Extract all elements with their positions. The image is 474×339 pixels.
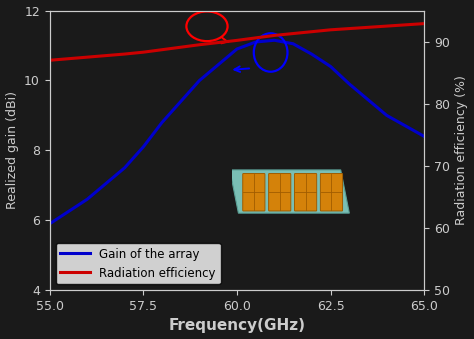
Gain of the array bbox=[197, 78, 202, 82]
Gain of the array bbox=[253, 40, 258, 44]
FancyBboxPatch shape bbox=[294, 174, 317, 211]
Gain of the array bbox=[384, 113, 390, 117]
Gain of the array bbox=[346, 82, 352, 86]
FancyBboxPatch shape bbox=[269, 174, 291, 211]
Gain of the array bbox=[290, 42, 296, 46]
Radiation efficiency bbox=[234, 38, 240, 42]
Legend: Gain of the array, Radiation efficiency: Gain of the array, Radiation efficiency bbox=[55, 243, 220, 284]
Polygon shape bbox=[230, 170, 349, 213]
Gain of the array bbox=[84, 197, 90, 201]
Radiation efficiency bbox=[122, 52, 128, 56]
Gain of the array bbox=[122, 166, 128, 170]
Radiation efficiency bbox=[346, 26, 352, 31]
Radiation efficiency bbox=[47, 58, 53, 62]
Line: Radiation efficiency: Radiation efficiency bbox=[50, 24, 424, 60]
FancyBboxPatch shape bbox=[320, 174, 343, 211]
Radiation efficiency bbox=[84, 55, 90, 59]
Radiation efficiency bbox=[197, 43, 202, 47]
Gain of the array bbox=[421, 134, 427, 138]
Radiation efficiency bbox=[159, 48, 165, 52]
Gain of the array bbox=[140, 145, 146, 149]
FancyBboxPatch shape bbox=[243, 174, 265, 211]
Gain of the array bbox=[328, 64, 333, 68]
Y-axis label: Realized gain (dBi): Realized gain (dBi) bbox=[6, 92, 18, 210]
Radiation efficiency bbox=[272, 33, 277, 37]
Radiation efficiency bbox=[140, 50, 146, 54]
Radiation efficiency bbox=[290, 32, 296, 36]
Radiation efficiency bbox=[421, 22, 427, 26]
Radiation efficiency bbox=[384, 24, 390, 28]
Y-axis label: Radiation efficiency (%): Radiation efficiency (%) bbox=[456, 75, 468, 225]
Gain of the array bbox=[309, 52, 315, 56]
X-axis label: Frequency(GHz): Frequency(GHz) bbox=[168, 318, 305, 334]
Radiation efficiency bbox=[253, 36, 258, 40]
Gain of the array bbox=[159, 120, 165, 124]
Gain of the array bbox=[234, 47, 240, 51]
Gain of the array bbox=[47, 222, 53, 226]
Radiation efficiency bbox=[309, 29, 315, 34]
Line: Gain of the array: Gain of the array bbox=[50, 40, 424, 224]
Radiation efficiency bbox=[328, 28, 333, 32]
Gain of the array bbox=[272, 38, 277, 42]
